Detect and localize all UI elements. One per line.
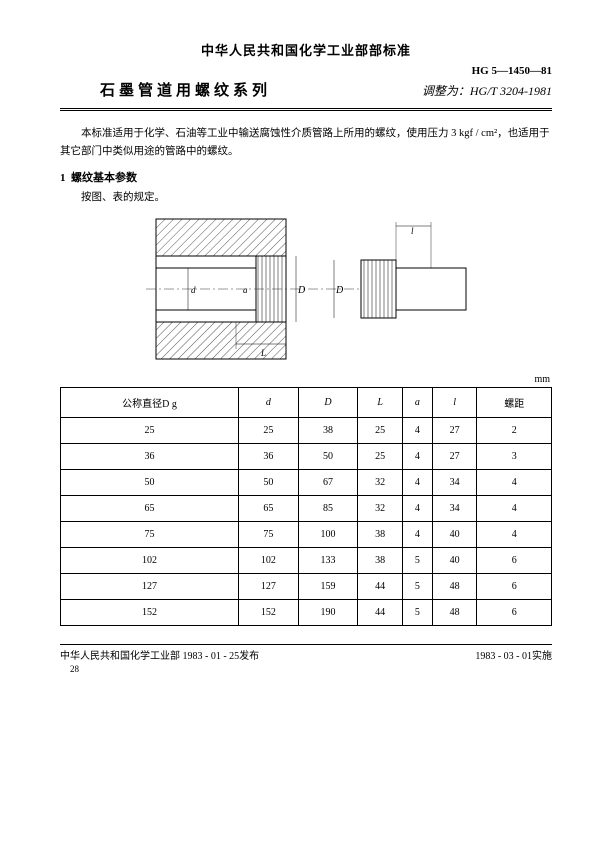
table-row: 252538254272 <box>61 417 552 443</box>
table-cell: 48 <box>432 599 477 625</box>
dim-label-a: a <box>243 285 248 295</box>
table-cell: 65 <box>61 495 239 521</box>
table-cell: 32 <box>358 469 403 495</box>
table-cell: 25 <box>358 443 403 469</box>
scope-paragraph: 本标准适用于化学、石油等工业中输送腐蚀性介质管路上所用的螺纹，使用压力 3 kg… <box>60 125 552 161</box>
section-1-heading: 1 螺纹基本参数 <box>60 169 552 185</box>
table-cell: 127 <box>61 573 239 599</box>
thread-diagram: d a D D l L <box>60 214 552 364</box>
table-cell: 75 <box>239 521 299 547</box>
footer-issued: 中华人民共和国化学工业部 1983 - 01 - 25发布 <box>60 647 259 662</box>
col-header: L <box>358 387 403 417</box>
table-cell: 100 <box>298 521 358 547</box>
table-row: 656585324344 <box>61 495 552 521</box>
table-cell: 67 <box>298 469 358 495</box>
col-header: l <box>432 387 477 417</box>
col-header: 螺距 <box>477 387 552 417</box>
table-cell: 38 <box>358 547 403 573</box>
col-header: a <box>402 387 432 417</box>
col-header: 公称直径D g <box>61 387 239 417</box>
divider-thick <box>60 108 552 109</box>
standard-code: HG 5—1450—81 <box>60 65 552 77</box>
table-cell: 50 <box>239 469 299 495</box>
table-cell: 102 <box>61 547 239 573</box>
handwritten-annotation: 调整为：HG/T 3204-1981 <box>422 82 552 99</box>
table-cell: 190 <box>298 599 358 625</box>
section-number: 1 <box>60 172 66 184</box>
table-cell: 152 <box>61 599 239 625</box>
table-cell: 4 <box>402 469 432 495</box>
table-cell: 25 <box>61 417 239 443</box>
table-cell: 3 <box>477 443 552 469</box>
table-cell: 6 <box>477 573 552 599</box>
table-cell: 4 <box>477 521 552 547</box>
table-cell: 40 <box>432 521 477 547</box>
section-title-text: 螺纹基本参数 <box>71 172 137 184</box>
table-cell: 152 <box>239 599 299 625</box>
table-cell: 4 <box>402 417 432 443</box>
table-cell: 65 <box>239 495 299 521</box>
table-cell: 5 <box>402 573 432 599</box>
table-cell: 75 <box>61 521 239 547</box>
table-cell: 50 <box>61 469 239 495</box>
table-cell: 4 <box>402 521 432 547</box>
col-header: d <box>239 387 299 417</box>
table-unit: mm <box>60 374 550 385</box>
document-title: 石墨管道用螺纹系列 <box>100 79 271 100</box>
table-cell: 25 <box>358 417 403 443</box>
table-cell: 25 <box>239 417 299 443</box>
table-row: 127127159445486 <box>61 573 552 599</box>
table-cell: 127 <box>239 573 299 599</box>
table-cell: 6 <box>477 547 552 573</box>
parameters-table: 公称直径D g d D L a l 螺距 2525382542723636502… <box>60 387 552 626</box>
dim-label-D1: D <box>297 285 306 296</box>
dim-label-L: L <box>260 348 266 358</box>
table-cell: 5 <box>402 547 432 573</box>
table-cell: 85 <box>298 495 358 521</box>
dim-label-d: d <box>191 285 196 295</box>
table-cell: 48 <box>432 573 477 599</box>
table-cell: 2 <box>477 417 552 443</box>
table-row: 363650254273 <box>61 443 552 469</box>
table-cell: 38 <box>298 417 358 443</box>
table-cell: 4 <box>402 443 432 469</box>
table-cell: 6 <box>477 599 552 625</box>
table-cell: 44 <box>358 599 403 625</box>
divider-thin <box>60 110 552 111</box>
table-cell: 27 <box>432 443 477 469</box>
table-cell: 36 <box>61 443 239 469</box>
col-header: D <box>298 387 358 417</box>
footer-divider <box>60 644 552 645</box>
table-cell: 34 <box>432 469 477 495</box>
table-cell: 4 <box>402 495 432 521</box>
table-cell: 34 <box>432 495 477 521</box>
table-row: 102102133385406 <box>61 547 552 573</box>
table-cell: 50 <box>298 443 358 469</box>
table-cell: 38 <box>358 521 403 547</box>
diagram-svg: d a D D l L <box>136 214 476 364</box>
table-row: 505067324344 <box>61 469 552 495</box>
footer-effective: 1983 - 03 - 01实施 <box>475 647 552 662</box>
table-row: 7575100384404 <box>61 521 552 547</box>
table-cell: 159 <box>298 573 358 599</box>
table-cell: 4 <box>477 495 552 521</box>
table-header-row: 公称直径D g d D L a l 螺距 <box>61 387 552 417</box>
table-cell: 4 <box>477 469 552 495</box>
table-cell: 32 <box>358 495 403 521</box>
table-cell: 44 <box>358 573 403 599</box>
dim-label-l: l <box>411 226 414 236</box>
table-cell: 102 <box>239 547 299 573</box>
table-cell: 133 <box>298 547 358 573</box>
table-cell: 27 <box>432 417 477 443</box>
table-cell: 40 <box>432 547 477 573</box>
table-row: 152152190445486 <box>61 599 552 625</box>
organization-text: 中华人民共和国化学工业部部标准 <box>60 40 552 59</box>
section-1-subtitle: 按图、表的规定。 <box>60 189 552 204</box>
page-number: 28 <box>70 664 552 674</box>
table-cell: 5 <box>402 599 432 625</box>
table-cell: 36 <box>239 443 299 469</box>
dim-label-D2: D <box>335 285 344 296</box>
